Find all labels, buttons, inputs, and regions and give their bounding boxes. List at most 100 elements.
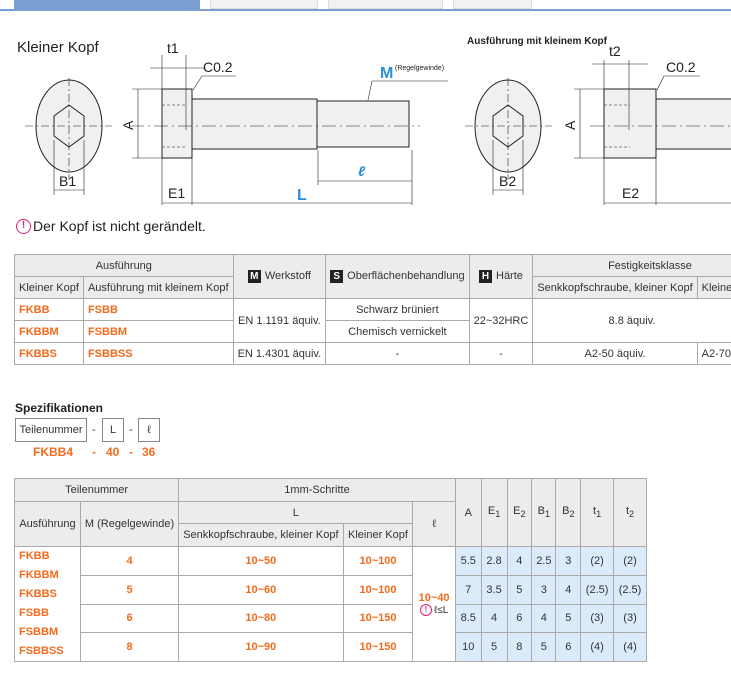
spec-dash: - bbox=[129, 445, 133, 459]
dim-cell: 2.5 bbox=[531, 546, 557, 576]
example-l-small: 36 bbox=[142, 445, 156, 459]
surface-cell: Schwarz brüniert bbox=[325, 298, 470, 321]
type-link[interactable]: FSBBM bbox=[19, 626, 59, 638]
type-link[interactable]: FKBBS bbox=[19, 588, 57, 600]
label-e2: E2 bbox=[622, 185, 639, 201]
dim-cell: 3.5 bbox=[480, 574, 508, 605]
label-t1: t1 bbox=[167, 40, 179, 56]
h-senkkopf: Senkkopfschraube, kleiner Kopf bbox=[532, 276, 698, 299]
tab-2[interactable] bbox=[210, 0, 318, 9]
left-title: Kleiner Kopf bbox=[17, 39, 100, 56]
type-cell[interactable]: FKBBM bbox=[14, 320, 84, 343]
spec-dash: - bbox=[92, 445, 96, 459]
m-cell: 5 bbox=[79, 574, 180, 605]
m-badge-icon: M bbox=[247, 270, 261, 283]
type-link[interactable]: FSBB bbox=[19, 607, 49, 619]
h-ausfuehrung: Ausführung bbox=[14, 501, 81, 547]
h-dim-b2: B2 bbox=[555, 478, 582, 547]
l-note: ℓ≤L bbox=[433, 604, 449, 616]
dim-cell: (4) bbox=[613, 632, 647, 662]
table-row: FKBB FSBB EN 1.1191 äquiv. Schwarz brüni… bbox=[14, 298, 731, 343]
type-cell[interactable]: FKBBS bbox=[14, 342, 84, 365]
pin-icon: ! bbox=[16, 218, 31, 234]
material-table: Ausführung M Werkstoff S Oberflächenbehand… bbox=[14, 254, 731, 365]
tab-3[interactable] bbox=[328, 0, 443, 9]
label-e1: E1 bbox=[168, 185, 185, 201]
dim-cell: (3) bbox=[580, 603, 615, 634]
dim-cell: 8.5 bbox=[454, 603, 482, 634]
dim-cell: 4 bbox=[555, 574, 582, 605]
technical-drawing: Kleiner Kopf Ausführung mit kleinem Kopf… bbox=[17, 36, 731, 205]
senk-cell: 10~60 bbox=[178, 574, 344, 605]
type-link[interactable]: FSBBSS bbox=[19, 645, 64, 657]
example-part: FKBB4 bbox=[33, 445, 74, 459]
class-cell: 8.8 äquiv. bbox=[532, 298, 731, 343]
dim-sub: 2 bbox=[520, 509, 526, 520]
h-schritte: 1mm-Schritte bbox=[178, 478, 456, 502]
spec-dash: - bbox=[129, 424, 133, 436]
senk-cell: 10~50 bbox=[178, 546, 344, 576]
dim-cell: 6 bbox=[555, 632, 582, 662]
dim-cell: 5 bbox=[531, 632, 557, 662]
dim-cell: 3 bbox=[531, 574, 557, 605]
m-cell: 4 bbox=[79, 546, 180, 576]
klein-cell: 10~100 bbox=[342, 574, 414, 605]
h-kleiner-kopf-2: Kleiner Kopf bbox=[696, 276, 731, 299]
h-l-small: ℓ bbox=[412, 501, 456, 547]
m-cell: 6 bbox=[79, 603, 180, 634]
dim-cell: 7 bbox=[454, 574, 482, 605]
types-cell: FKBB FKBBM FKBBS FSBB FSBBM FSBBSS bbox=[14, 546, 81, 662]
dim-label: E bbox=[513, 505, 521, 518]
surface-cell: Chemisch vernickelt bbox=[325, 320, 470, 343]
dim-sub: 1 bbox=[544, 509, 551, 520]
spec-box-l: L bbox=[102, 418, 124, 442]
klein-cell: 10~150 bbox=[342, 632, 414, 662]
h-haerte: H Härte bbox=[468, 254, 534, 299]
dim-label: t bbox=[625, 505, 629, 518]
type-link[interactable]: FKBBM bbox=[19, 569, 59, 581]
l-range-cell: 10~40 ! ℓ≤L bbox=[412, 546, 456, 662]
type-cell[interactable]: FSBBSS bbox=[82, 342, 234, 365]
example-l: 40 bbox=[106, 445, 120, 459]
type-cell[interactable]: FSBBM bbox=[82, 320, 234, 343]
dim-cell: (4) bbox=[580, 632, 615, 662]
class-cell: A2-70 äquiv. bbox=[696, 342, 731, 365]
type-cell[interactable]: FSBB bbox=[82, 298, 234, 321]
spec-box-teilenummer: Teilenummer bbox=[15, 418, 87, 442]
h-teilenummer: Teilenummer bbox=[13, 478, 180, 502]
h-oberflaeche-label: Oberflächenbehandlung bbox=[347, 270, 465, 282]
h-dim-t1: t1 bbox=[580, 478, 615, 547]
dim-label: t bbox=[593, 505, 597, 518]
type-link[interactable]: FKBB bbox=[19, 550, 50, 562]
h-dim-b1: B1 bbox=[531, 478, 557, 547]
dim-sub: 1 bbox=[596, 509, 602, 520]
material-cell: EN 1.4301 äquiv. bbox=[232, 342, 327, 365]
s-badge-icon: S bbox=[330, 270, 344, 283]
label-b2: B2 bbox=[499, 173, 516, 189]
label-c02-right: C0.2 bbox=[666, 59, 696, 75]
spec-box-l-small: ℓ bbox=[138, 418, 160, 442]
senk-cell: 10~90 bbox=[178, 632, 344, 662]
surface-cell: - bbox=[325, 342, 470, 365]
label-l-small: ℓ bbox=[358, 163, 366, 179]
h-L: L bbox=[178, 501, 414, 524]
type-cell[interactable]: FKBB bbox=[14, 298, 84, 321]
spec-title: Spezifikationen bbox=[15, 401, 104, 415]
table-row: 6 10~80 10~150 8.5 4 6 4 5 (3) (3) bbox=[15, 603, 647, 634]
dim-cell: 6 bbox=[506, 603, 533, 634]
h-kleiner-kopf: Kleiner Kopf bbox=[14, 276, 84, 299]
right-title: Ausführung mit kleinem Kopf bbox=[467, 36, 608, 47]
table-row: FKBBS FSBBSS EN 1.4301 äquiv. - - A2-50 … bbox=[14, 342, 731, 365]
label-a-left: A bbox=[120, 120, 136, 130]
tab-4[interactable] bbox=[453, 0, 532, 9]
h-ausfuehrung: Ausführung bbox=[14, 254, 234, 277]
label-m: M bbox=[380, 65, 393, 82]
tab-1[interactable] bbox=[14, 0, 200, 11]
h-senkkopf: Senkkopfschraube, kleiner Kopf bbox=[178, 523, 344, 547]
h-festigkeit: Festigkeitsklasse bbox=[532, 254, 731, 277]
m-cell: 8 bbox=[79, 632, 180, 662]
dim-sub: 2 bbox=[629, 509, 635, 520]
dim-cell: 3 bbox=[555, 546, 582, 576]
h-dim-e1: E1 bbox=[480, 478, 508, 547]
table-row: 5 10~60 10~100 7 3.5 5 3 4 (2.5) (2.5) bbox=[15, 574, 647, 605]
